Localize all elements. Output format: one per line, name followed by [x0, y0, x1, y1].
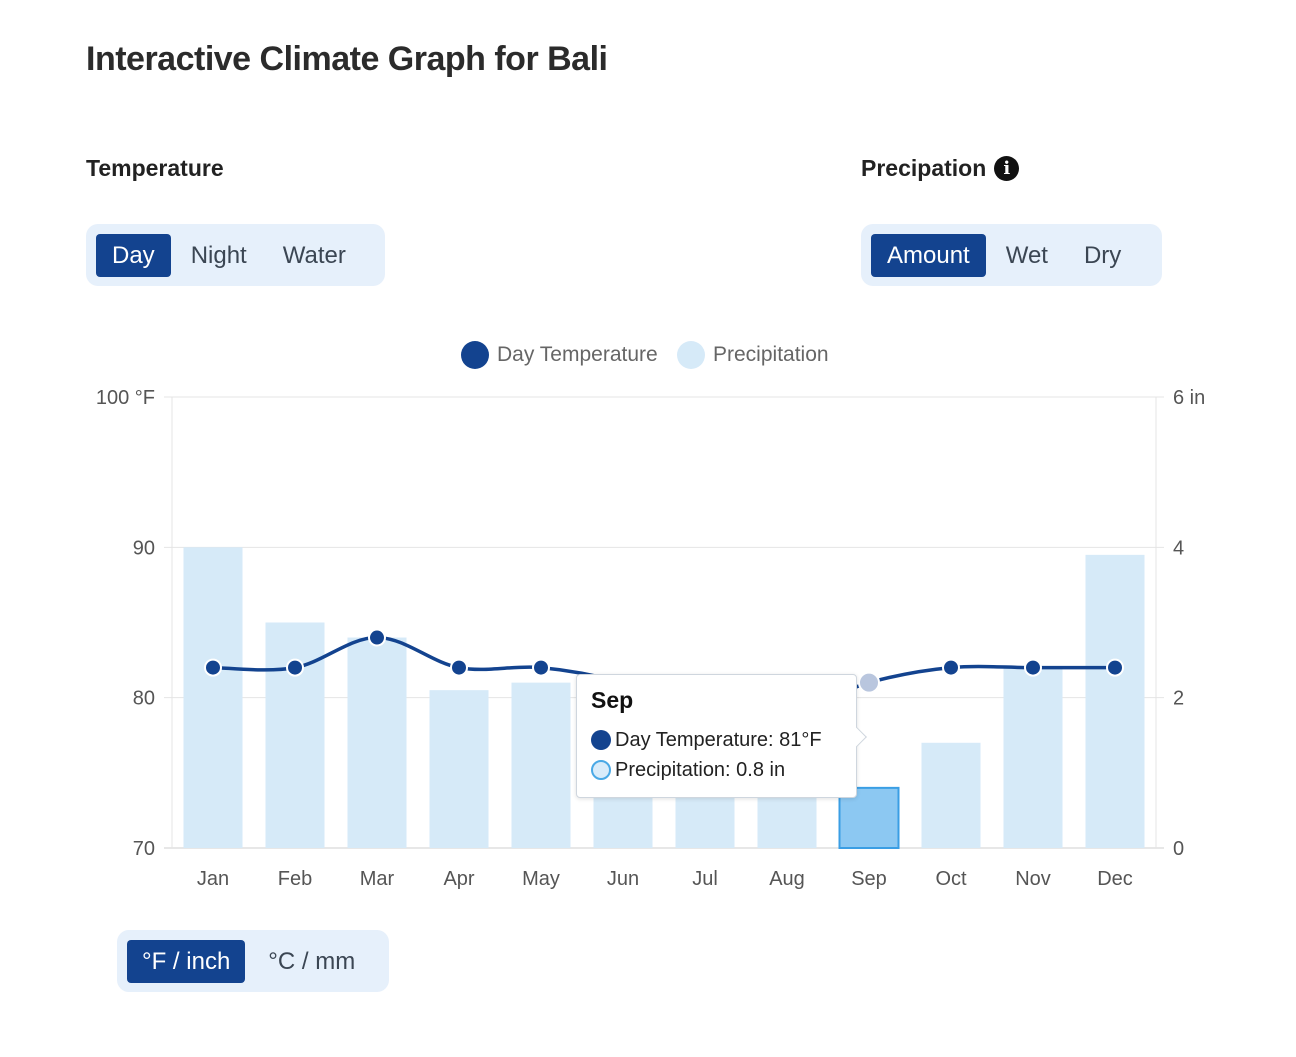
- x-axis-tick-label: Sep: [851, 868, 887, 890]
- unit-celsius-mm-button[interactable]: °C / mm: [249, 940, 374, 983]
- legend-precipitation-marker: [677, 341, 705, 369]
- precipitation-bar[interactable]: [511, 682, 571, 848]
- legend-temperature-marker: [461, 341, 489, 369]
- x-axis-tick-label: Aug: [769, 868, 805, 890]
- temperature-night-button[interactable]: Night: [175, 234, 263, 277]
- temperature-label: Temperature: [86, 155, 224, 182]
- left-axis-tick-label: 80: [133, 688, 155, 710]
- right-axis-tick-label: 4: [1173, 537, 1184, 559]
- temperature-point[interactable]: [450, 658, 468, 677]
- temperature-point[interactable]: [204, 658, 222, 677]
- precipitation-label: Precipation i: [861, 155, 1020, 182]
- grid-lines: [164, 396, 1164, 849]
- temperature-label-text: Temperature: [86, 155, 224, 181]
- x-axis-tick-label: Jan: [197, 868, 229, 890]
- precipitation-bars: [183, 547, 1145, 849]
- tooltip-precipitation-text: Precipitation: 0.8 in: [615, 758, 786, 781]
- page-title: Interactive Climate Graph for Bali: [86, 40, 608, 78]
- right-axis-tick-label: 2: [1173, 688, 1184, 710]
- temperature-point[interactable]: [368, 628, 386, 647]
- left-axis-tick-label: 90: [133, 537, 155, 559]
- temperature-point[interactable]: [942, 658, 960, 677]
- temperature-point[interactable]: [532, 658, 550, 677]
- tooltip-precipitation-marker: [591, 760, 611, 780]
- unit-fahrenheit-inch-button[interactable]: °F / inch: [127, 939, 246, 983]
- chart-tooltip: Sep Day Temperature: 81°F Precipitation:…: [576, 674, 857, 798]
- tooltip-precipitation-row: Precipitation: 0.8 in: [591, 755, 842, 785]
- precipitation-bar[interactable]: [921, 742, 981, 848]
- x-axis-tick-label: Feb: [278, 868, 312, 890]
- temperature-point[interactable]: [858, 671, 880, 694]
- left-axis-tick-label: 70: [133, 838, 155, 860]
- precipitation-label-text: Precipation: [861, 155, 987, 181]
- chart-legend: Day Temperature Precipitation: [461, 341, 829, 369]
- precipitation-bar[interactable]: [1003, 667, 1063, 848]
- tooltip-temperature-text: Day Temperature: 81°F: [615, 728, 822, 751]
- temperature-point[interactable]: [1106, 658, 1124, 677]
- precipitation-dry-button[interactable]: Dry: [1068, 234, 1137, 277]
- precipitation-bar[interactable]: [429, 690, 489, 848]
- precipitation-bar[interactable]: [347, 637, 407, 848]
- temperature-point[interactable]: [1024, 658, 1042, 677]
- tooltip-temperature-marker: [591, 730, 611, 750]
- x-axis-tick-label: Mar: [360, 868, 395, 890]
- x-axis-tick-label: May: [522, 868, 560, 890]
- precipitation-bar[interactable]: [183, 547, 243, 848]
- x-axis-tick-label: Dec: [1097, 868, 1133, 890]
- temperature-day-button[interactable]: Day: [96, 233, 171, 277]
- x-axis-tick-label: Nov: [1015, 868, 1051, 890]
- temperature-water-button[interactable]: Water: [267, 234, 362, 277]
- left-axis-tick-label: 100 °F: [96, 387, 155, 409]
- precipitation-amount-button[interactable]: Amount: [871, 233, 986, 277]
- temperature-toggle-group: Day Night Water: [86, 224, 385, 286]
- axis-labels: 70 80 90 100 °F 0 2 4 6 in Jan Feb Mar Apr May Jun Jul…: [96, 387, 1205, 890]
- x-axis-tick-label: Oct: [935, 868, 967, 890]
- unit-toggle-group: °F / inch °C / mm: [117, 930, 389, 992]
- temperature-point[interactable]: [286, 658, 304, 677]
- x-axis-tick-label: Jun: [607, 868, 639, 890]
- tooltip-title: Sep: [591, 687, 634, 713]
- precipitation-bar[interactable]: [265, 622, 325, 849]
- info-icon[interactable]: i: [994, 156, 1020, 181]
- legend-temperature-label[interactable]: Day Temperature: [497, 343, 658, 366]
- right-axis-tick-label: 6 in: [1173, 387, 1205, 409]
- climate-chart: 70 80 90 100 °F 0 2 4 6 in Jan Feb Mar Apr May Jun Jul…: [96, 341, 1205, 890]
- precipitation-bar[interactable]: [1085, 554, 1145, 848]
- x-axis-tick-label: Apr: [443, 868, 474, 890]
- right-axis-tick-label: 0: [1173, 838, 1184, 860]
- legend-precipitation-label[interactable]: Precipitation: [713, 343, 829, 366]
- tooltip-temperature-row: Day Temperature: 81°F: [591, 725, 842, 755]
- x-axis-tick-label: Jul: [692, 868, 718, 890]
- precipitation-toggle-group: Amount Wet Dry: [861, 224, 1162, 286]
- precipitation-wet-button[interactable]: Wet: [990, 234, 1064, 277]
